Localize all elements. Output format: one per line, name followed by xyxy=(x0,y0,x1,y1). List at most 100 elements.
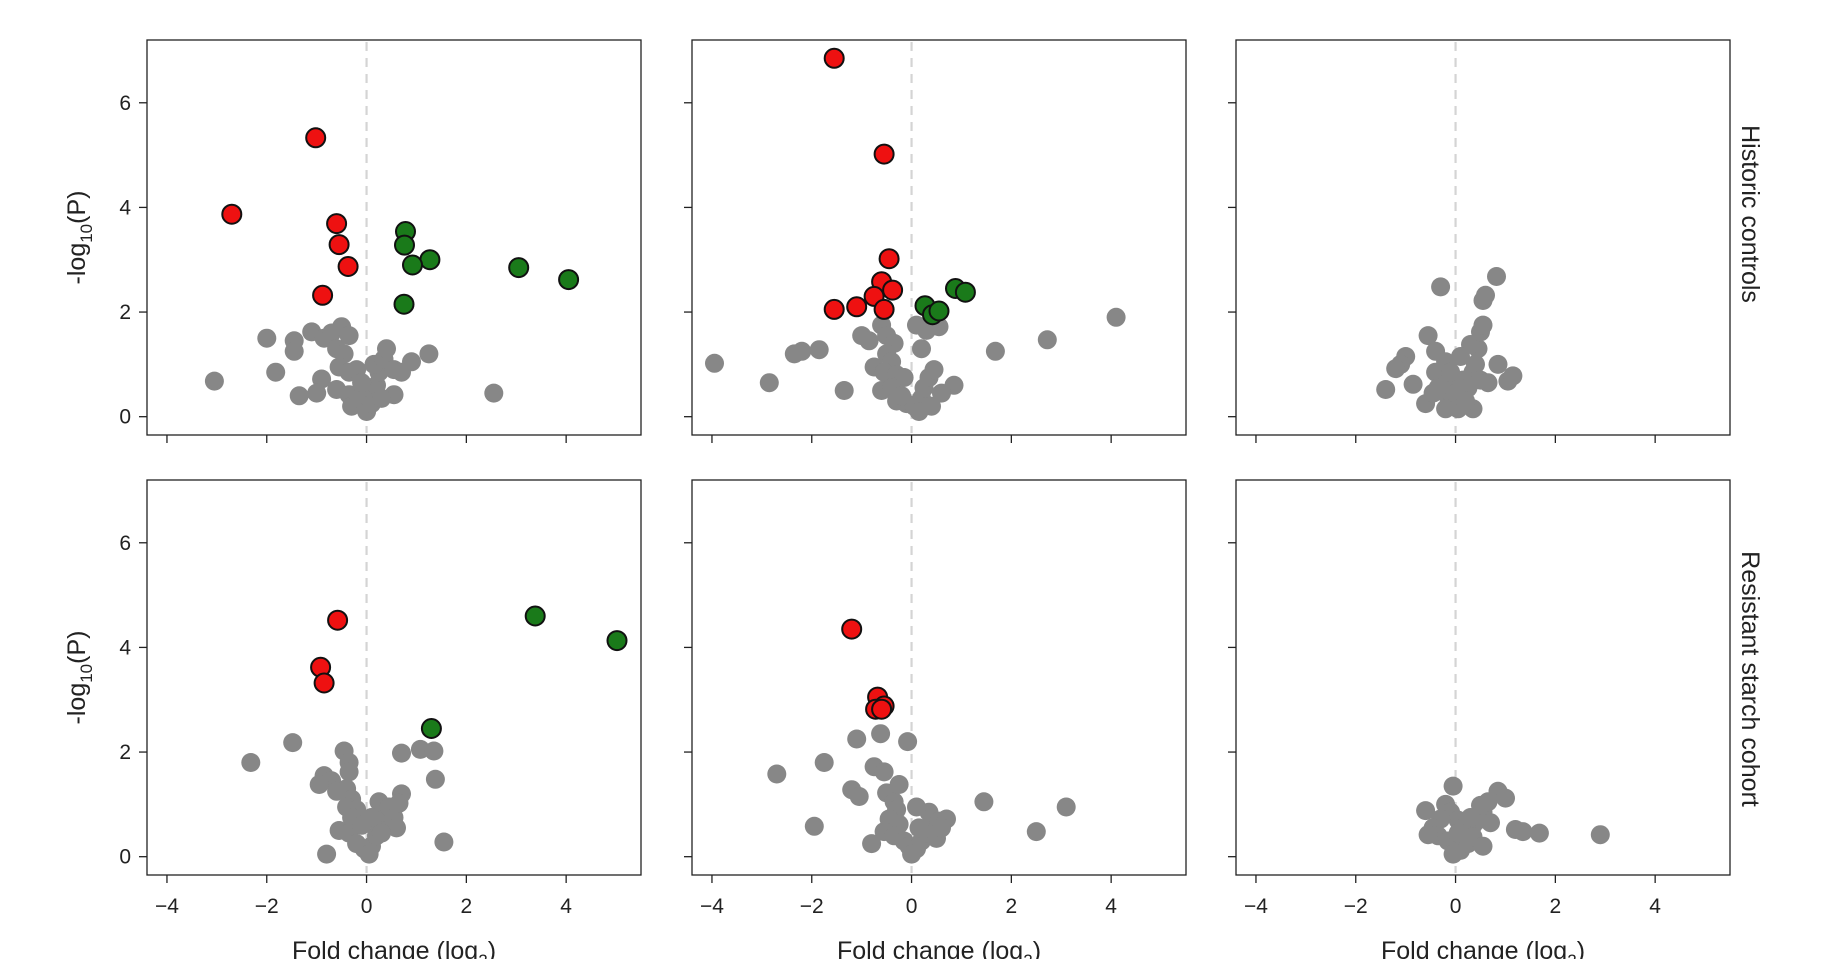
x-tick-label: 0 xyxy=(906,895,918,918)
point-nonsignificant-p4-34 xyxy=(434,832,454,852)
point-decreased-p5-1 xyxy=(841,618,863,640)
y-tick-label: 6 xyxy=(119,92,131,115)
point-nonsignificant-p6-32 xyxy=(1473,836,1493,856)
row-title-resistant-starch-cohort: Resistant starch cohort xyxy=(1736,551,1764,807)
panel-r2-c3: −4 −2 0 2 4 Fold change (log2) xyxy=(1228,479,1731,959)
x-tick-label: 4 xyxy=(1649,895,1661,918)
point-nonsignificant-p4-27 xyxy=(372,823,391,843)
point-nonsignificant-p3-19 xyxy=(1418,326,1438,346)
point-nonsignificant-p6-31 xyxy=(1461,808,1480,827)
y-tick-label: 4 xyxy=(119,636,131,659)
point-nonsignificant-p5-31 xyxy=(1056,797,1076,817)
point-nonsignificant-p3-27 xyxy=(1503,366,1523,386)
x-tick-label: −4 xyxy=(700,895,724,918)
point-nonsignificant-p3-14 xyxy=(1473,315,1493,335)
point-nonsignificant-p1-3 xyxy=(266,362,286,382)
point-increased-p4-2 xyxy=(606,630,628,652)
point-nonsignificant-p2-29 xyxy=(912,339,931,359)
point-nonsignificant-p6-25 xyxy=(1529,823,1549,843)
point-nonsignificant-p1-18 xyxy=(289,386,309,406)
point-decreased-p2-8 xyxy=(823,298,845,320)
point-nonsignificant-p3-1 xyxy=(1403,374,1423,394)
point-nonsignificant-p6-28 xyxy=(1418,825,1438,845)
panel-r1-c2 xyxy=(684,39,1187,443)
point-increased-p4-3 xyxy=(420,718,442,739)
point-nonsignificant-p2-35 xyxy=(1106,307,1126,327)
row-title-historic-controls: Historic controls xyxy=(1736,125,1764,303)
point-nonsignificant-p1-33 xyxy=(402,352,421,372)
point-nonsignificant-p5-4 xyxy=(871,724,891,744)
point-decreased-p2-1 xyxy=(823,47,845,69)
panel-frame xyxy=(1235,479,1731,876)
point-decreased-p2-9 xyxy=(873,298,895,320)
y-axis-title: -log10(P) xyxy=(63,191,96,285)
point-nonsignificant-p2-6 xyxy=(834,381,854,400)
point-decreased-p1-1 xyxy=(221,203,243,225)
point-increased-p1-4 xyxy=(402,254,423,276)
point-nonsignificant-p5-35 xyxy=(889,775,909,794)
point-nonsignificant-p5-34 xyxy=(909,818,929,838)
point-nonsignificant-p4-38 xyxy=(362,808,381,827)
point-nonsignificant-p5-30 xyxy=(1026,822,1046,842)
x-tick-label: 2 xyxy=(461,895,473,918)
point-nonsignificant-p5-5 xyxy=(898,732,918,752)
point-nonsignificant-p2-26 xyxy=(924,360,944,380)
point-decreased-p2-2 xyxy=(873,143,895,165)
point-increased-p4-1 xyxy=(524,605,546,627)
point-nonsignificant-p1-10 xyxy=(339,326,359,346)
panels-layer: 0 2 4 6 -log10(P) −4 −2 0 2 4 0 2 4 6 Fold change (log… xyxy=(63,39,1731,959)
point-nonsignificant-p4-5 xyxy=(339,762,359,782)
y-tick-label: 2 xyxy=(119,301,131,324)
point-nonsignificant-p6-27 xyxy=(1416,801,1436,821)
point-decreased-p2-5 xyxy=(882,279,904,301)
point-nonsignificant-p2-28 xyxy=(909,402,929,421)
point-nonsignificant-p2-5 xyxy=(809,340,829,360)
point-nonsignificant-p6-24 xyxy=(1513,822,1533,842)
point-increased-p1-3 xyxy=(419,249,441,271)
point-nonsignificant-p3-31 xyxy=(1386,359,1406,379)
point-nonsignificant-p1-17 xyxy=(307,383,327,403)
point-nonsignificant-p5-29 xyxy=(974,792,994,812)
point-nonsignificant-p4-32 xyxy=(424,741,444,761)
x-tick-label: −2 xyxy=(800,895,824,918)
point-nonsignificant-p4-26 xyxy=(387,818,406,838)
point-nonsignificant-p6-22 xyxy=(1481,813,1500,833)
point-nonsignificant-p2-36 xyxy=(907,315,926,335)
point-nonsignificant-p3-25 xyxy=(1488,354,1508,374)
point-nonsignificant-p4-8 xyxy=(309,775,329,794)
point-nonsignificant-p6-1 xyxy=(1443,776,1463,796)
point-nonsignificant-p5-28 xyxy=(862,834,882,854)
point-nonsignificant-p3-39 xyxy=(1423,383,1443,403)
point-nonsignificant-p1-37 xyxy=(372,388,391,408)
point-nonsignificant-p1-5 xyxy=(284,341,304,361)
point-nonsignificant-p1-36 xyxy=(484,383,504,403)
x-tick-label: −4 xyxy=(155,895,179,918)
point-nonsignificant-p4-35 xyxy=(317,844,337,864)
point-nonsignificant-p2-2 xyxy=(759,373,779,393)
y-tick-label: 0 xyxy=(119,406,131,429)
x-tick-label: 2 xyxy=(1006,895,1018,918)
panel-frame xyxy=(1235,39,1731,436)
point-nonsignificant-p4-29 xyxy=(389,793,409,813)
point-nonsignificant-p5-36 xyxy=(907,797,926,817)
point-nonsignificant-p1-2 xyxy=(257,328,277,348)
y-tick-label: 0 xyxy=(119,846,131,869)
point-decreased-p1-3 xyxy=(326,213,348,235)
point-nonsignificant-p6-26 xyxy=(1590,825,1610,845)
y-axis-title: -log10(P) xyxy=(63,631,96,725)
point-nonsignificant-p2-8 xyxy=(859,331,879,351)
point-decreased-p4-3 xyxy=(313,672,335,694)
panel-frame xyxy=(146,479,642,876)
point-increased-p1-2 xyxy=(394,234,415,256)
point-decreased-p2-3 xyxy=(878,248,900,270)
point-nonsignificant-p2-37 xyxy=(932,383,951,403)
y-tick-label: 6 xyxy=(119,532,131,555)
point-nonsignificant-p2-38 xyxy=(892,386,912,406)
x-tick-label: −2 xyxy=(255,895,279,918)
point-nonsignificant-p3-10 xyxy=(1466,354,1485,374)
point-nonsignificant-p5-3 xyxy=(847,729,867,749)
point-nonsignificant-p2-17 xyxy=(894,368,914,387)
point-increased-p2-2 xyxy=(954,281,976,303)
panel-frame xyxy=(146,39,642,436)
